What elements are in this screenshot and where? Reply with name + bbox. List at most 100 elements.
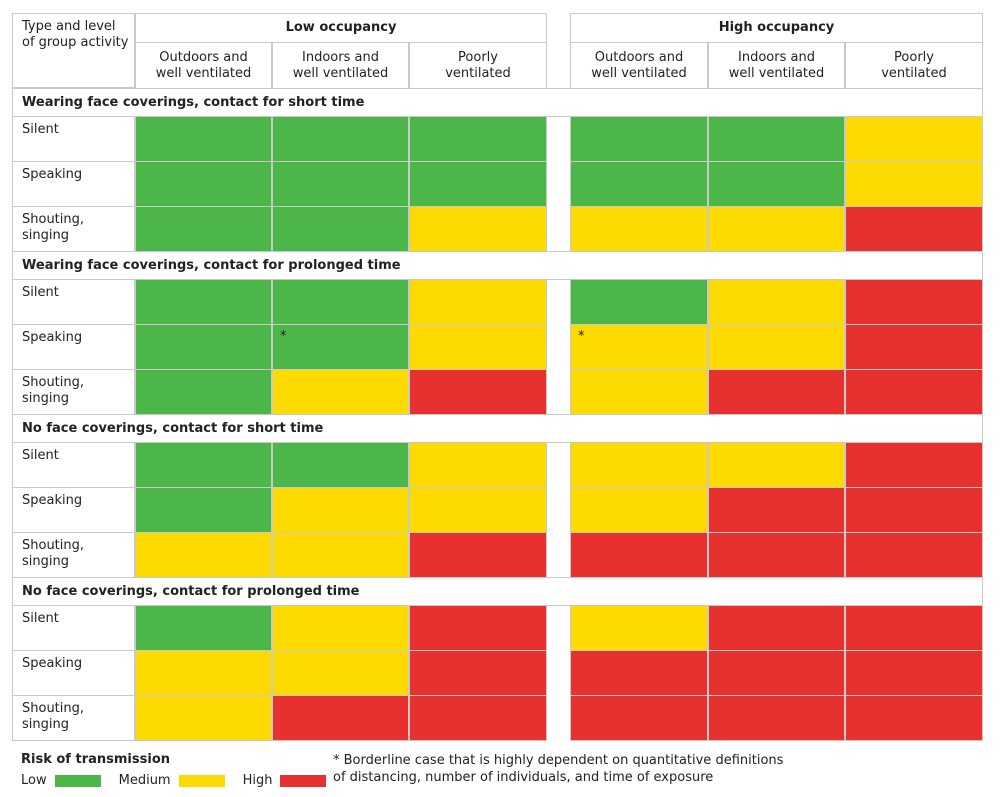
label-line: singing (22, 717, 69, 732)
risk-cell (570, 695, 708, 741)
risk-cell (708, 116, 845, 162)
footnote: * Borderline case that is highly depende… (333, 752, 783, 786)
risk-cell (409, 605, 547, 651)
risk-cell (570, 487, 708, 533)
label-line: Shouting, (22, 212, 85, 227)
risk-cell (409, 650, 547, 696)
section-title: No face coverings, contact for prolonged… (12, 577, 983, 606)
header-line: ventilated (881, 65, 947, 81)
label-line: Speaking (22, 656, 83, 671)
risk-cell (845, 161, 983, 207)
risk-cell (845, 695, 983, 741)
risk-cell (570, 206, 708, 252)
risk-cell (409, 442, 547, 488)
risk-cell (708, 532, 845, 578)
section-title: No face coverings, contact for short tim… (12, 414, 983, 443)
risk-cell (708, 442, 845, 488)
footnote-line: of distancing, number of individuals, an… (333, 770, 714, 785)
label-line: Shouting, (22, 538, 85, 553)
risk-cell (708, 161, 845, 207)
header-line: of group activity (22, 35, 129, 50)
row-label: Shouting, singing (12, 206, 135, 252)
header-line: well ventilated (155, 65, 252, 81)
header-line: well ventilated (292, 65, 389, 81)
risk-cell (135, 369, 272, 415)
group-header: High occupancy (570, 13, 983, 43)
risk-cell (570, 116, 708, 162)
risk-cell (135, 695, 272, 741)
risk-cell (845, 324, 983, 370)
label-line: Speaking (22, 330, 83, 345)
risk-cell (409, 532, 547, 578)
risk-cell (409, 695, 547, 741)
risk-cell (845, 206, 983, 252)
column-header: Outdoors and well ventilated (135, 42, 272, 89)
risk-cell (570, 442, 708, 488)
label-line: singing (22, 554, 69, 569)
risk-cell (570, 369, 708, 415)
header-line: well ventilated (591, 65, 687, 81)
risk-cell (272, 650, 409, 696)
risk-cell (272, 605, 409, 651)
column-header: Poorly ventilated (845, 42, 983, 89)
risk-cell (135, 532, 272, 578)
risk-cell (845, 279, 983, 325)
risk-cell (708, 650, 845, 696)
header-line: Indoors and (302, 49, 379, 65)
risk-cell (845, 605, 983, 651)
label-line: singing (22, 228, 69, 243)
risk-cell: * (570, 324, 708, 370)
legend-swatch (280, 774, 327, 787)
risk-cell (708, 279, 845, 325)
risk-cell (272, 695, 409, 741)
risk-cell (135, 605, 272, 651)
footnote-line: * Borderline case that is highly depende… (333, 753, 784, 768)
column-header: Indoors and well ventilated (708, 42, 845, 89)
row-label: Shouting, singing (12, 532, 135, 578)
row-label-header: Type and level of group activity (12, 13, 135, 88)
label-line: Speaking (22, 167, 83, 182)
row-label: Speaking (12, 324, 135, 370)
label-line: Speaking (22, 493, 83, 508)
risk-cell (272, 116, 409, 162)
risk-cell (845, 532, 983, 578)
section-title: Wearing face coverings, contact for shor… (12, 88, 983, 117)
column-header: Outdoors and well ventilated (570, 42, 708, 89)
risk-cell (272, 161, 409, 207)
risk-cell (845, 116, 983, 162)
risk-cell (135, 279, 272, 325)
legend-swatch (178, 774, 225, 787)
row-label: Silent (12, 279, 135, 325)
risk-cell (272, 487, 409, 533)
risk-cell (409, 279, 547, 325)
risk-cell (708, 487, 845, 533)
risk-cell (409, 487, 547, 533)
risk-cell (135, 206, 272, 252)
header-line: Outdoors and (594, 49, 684, 65)
risk-cell (135, 116, 272, 162)
risk-cell (570, 650, 708, 696)
risk-cell (135, 324, 272, 370)
label-line: Silent (22, 122, 59, 137)
header-line: Type and level (22, 19, 116, 34)
header-line: ventilated (445, 65, 511, 81)
row-label: Silent (12, 442, 135, 488)
row-label: Speaking (12, 650, 135, 696)
risk-cell (845, 442, 983, 488)
borderline-note: * (578, 329, 585, 344)
risk-cell (272, 442, 409, 488)
risk-cell (135, 442, 272, 488)
risk-cell (570, 605, 708, 651)
risk-cell (409, 369, 547, 415)
risk-cell (845, 650, 983, 696)
risk-cell (845, 369, 983, 415)
risk-cell (409, 161, 547, 207)
risk-cell (708, 695, 845, 741)
legend-title: Risk of transmission (21, 752, 170, 767)
row-label: Silent (12, 605, 135, 651)
risk-cell (409, 324, 547, 370)
header-line: Indoors and (738, 49, 815, 65)
row-label: Speaking (12, 161, 135, 207)
group-header: Low occupancy (135, 13, 547, 43)
